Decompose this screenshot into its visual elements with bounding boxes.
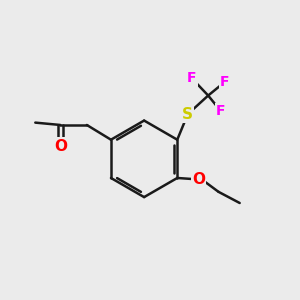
Text: O: O: [54, 139, 67, 154]
Text: S: S: [182, 107, 193, 122]
Text: O: O: [192, 172, 205, 187]
Text: F: F: [220, 75, 229, 89]
Text: F: F: [187, 71, 197, 85]
Text: F: F: [216, 104, 225, 118]
